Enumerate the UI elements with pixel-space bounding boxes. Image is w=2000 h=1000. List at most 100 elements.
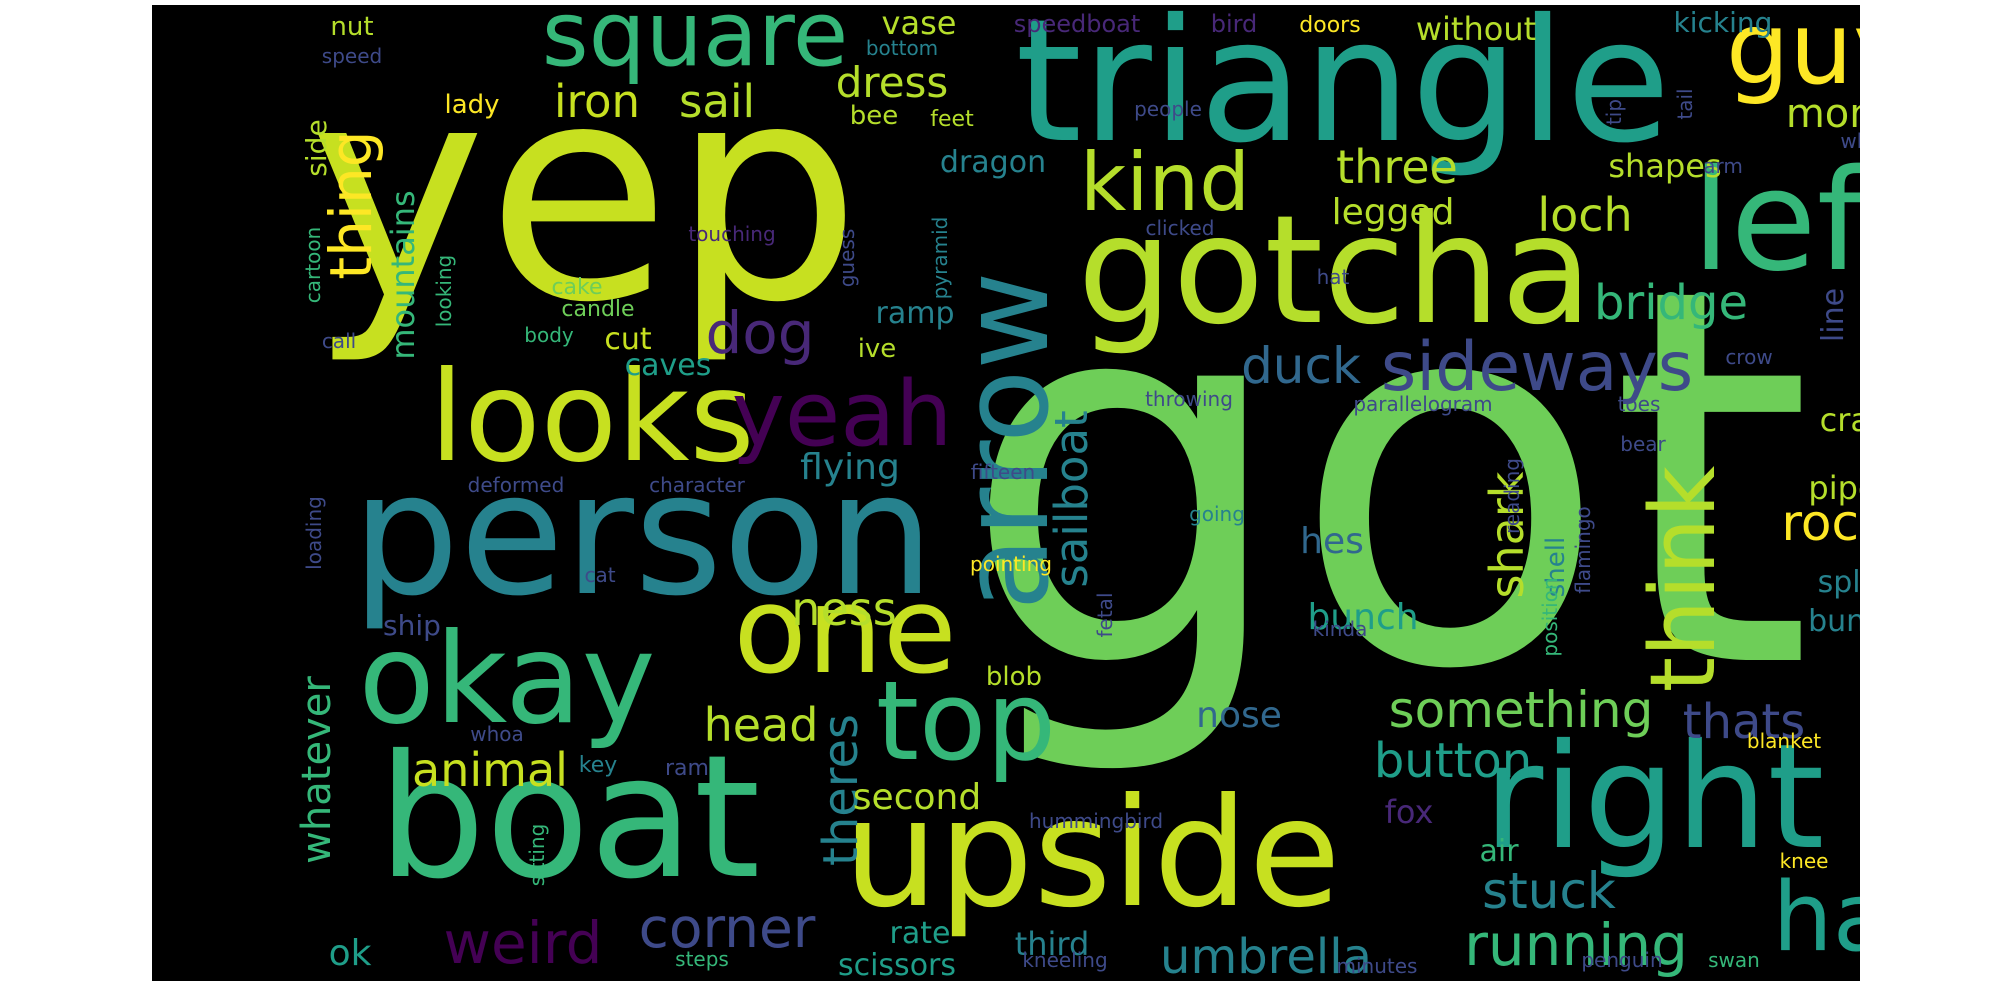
word-people: people	[1134, 97, 1202, 121]
word-speed: speed	[322, 44, 382, 68]
word-position: position	[1538, 577, 1562, 656]
word-looking: looking	[432, 255, 456, 328]
word-fifteen: fifteen	[971, 460, 1035, 484]
word-legged: legged	[1332, 192, 1455, 233]
word-swan: swan	[1708, 948, 1760, 972]
word-bunny: bunny	[1808, 604, 1860, 639]
word-three: three	[1336, 140, 1458, 194]
word-going: going	[1189, 502, 1245, 526]
word-cloud: got yep triangle boat person upside gotc…	[152, 5, 1860, 981]
word-third: third	[1015, 925, 1090, 963]
word-one: one	[733, 562, 956, 701]
word-fox: fox	[1385, 793, 1434, 831]
word-ive: ive	[858, 334, 897, 364]
word-whatever: whatever	[294, 676, 340, 864]
word-button: button	[1374, 733, 1532, 789]
word-bunch: bunch	[1307, 597, 1418, 638]
word-deformed: deformed	[468, 473, 565, 497]
word-kind: kind	[1080, 136, 1250, 229]
word-duck: duck	[1241, 337, 1361, 395]
word-fetal: fetal	[1093, 593, 1117, 638]
word-umbrella: umbrella	[1160, 929, 1372, 981]
word-scissors: scissors	[838, 948, 956, 981]
word-arm: arm	[1703, 154, 1743, 178]
word-ness: ness	[791, 582, 896, 636]
word-shark: shark	[1480, 471, 1534, 598]
word-cake: cake	[551, 275, 602, 300]
word-hat: hat	[1317, 265, 1350, 289]
word-side: side	[300, 119, 333, 176]
word-lady: lady	[444, 90, 499, 120]
word-caves: caves	[625, 348, 712, 383]
word-toes: toes	[1618, 392, 1661, 416]
word-second: second	[853, 777, 981, 818]
word-cat: cat	[584, 563, 615, 587]
word-ship: ship	[383, 609, 441, 642]
word-throwing: throwing	[1145, 387, 1233, 411]
word-looks: looks	[429, 345, 754, 490]
word-kicking: kicking	[1674, 6, 1773, 39]
word-tip: tip	[1602, 99, 1626, 125]
word-nut: nut	[330, 12, 373, 42]
word-animal: animal	[412, 743, 568, 797]
word-hand: hand	[1773, 863, 1860, 973]
word-theres: theres	[813, 714, 869, 866]
word-whale: whale	[1840, 129, 1860, 153]
word-vase: vase	[882, 5, 957, 42]
word-minutes: minutes	[1337, 954, 1418, 978]
word-bridge: bridge	[1594, 275, 1748, 331]
word-guy: guy	[1726, 5, 1860, 107]
word-bear: bear	[1620, 432, 1666, 456]
word-iron: iron	[554, 75, 640, 128]
word-loch: loch	[1537, 188, 1632, 242]
word-feet: feet	[930, 107, 974, 132]
word-loading: loading	[302, 496, 326, 570]
word-without: without	[1416, 10, 1536, 48]
word-candle: candle	[561, 297, 634, 322]
word-penguin: penguin	[1581, 948, 1662, 972]
word-okay: okay	[358, 607, 655, 752]
word-character: character	[649, 473, 746, 497]
word-something: something	[1389, 681, 1654, 739]
word-kinda: kinda	[1313, 617, 1368, 641]
word-boat: boat	[378, 719, 761, 917]
word-key: key	[579, 753, 618, 778]
word-crab: crab	[1820, 401, 1860, 439]
word-speedboat: speedboat	[1014, 10, 1141, 38]
word-sideways: sideways	[1381, 328, 1693, 407]
word-triangle: triangle	[1015, 5, 1670, 181]
word-touching: touching	[688, 222, 775, 246]
word-steps: steps	[675, 947, 729, 971]
word-clicked: clicked	[1146, 216, 1215, 240]
word-top: top	[876, 657, 1056, 785]
word-knee: knee	[1780, 849, 1829, 873]
word-pyramid: pyramid	[928, 217, 952, 300]
word-crow: crow	[1725, 345, 1772, 369]
word-thats: thats	[1683, 694, 1805, 750]
word-dress: dress	[836, 58, 949, 107]
word-dragon: dragon	[940, 145, 1046, 180]
word-dog: dog	[705, 299, 814, 367]
word-right: right	[1484, 713, 1825, 882]
word-person: person	[352, 436, 935, 634]
word-thing: thing	[317, 130, 385, 279]
word-monster: monster	[1786, 91, 1860, 137]
word-think: think	[1631, 466, 1736, 693]
word-sail: sail	[679, 75, 755, 128]
word-tail: tail	[1673, 88, 1697, 119]
word-weird: weird	[444, 909, 603, 977]
word-sitting: sitting	[525, 824, 549, 887]
word-guess: guess	[835, 229, 859, 288]
word-body: body	[524, 323, 574, 347]
word-hes: hes	[1300, 521, 1364, 562]
word-call: call	[322, 329, 356, 353]
word-pipe: pipe	[1808, 469, 1860, 507]
word-cartoon: cartoon	[301, 227, 325, 303]
word-ramp: ramp	[876, 296, 955, 331]
word-stuck: stuck	[1482, 862, 1616, 920]
word-square: square	[542, 5, 849, 87]
word-flamingo: flamingo	[1571, 506, 1595, 594]
word-shell: shell	[1541, 537, 1571, 597]
word-mountains: mountains	[384, 190, 422, 359]
word-arrow: arrow	[937, 271, 1076, 610]
